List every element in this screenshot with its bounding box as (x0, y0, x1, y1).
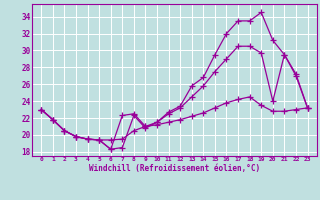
X-axis label: Windchill (Refroidissement éolien,°C): Windchill (Refroidissement éolien,°C) (89, 164, 260, 173)
